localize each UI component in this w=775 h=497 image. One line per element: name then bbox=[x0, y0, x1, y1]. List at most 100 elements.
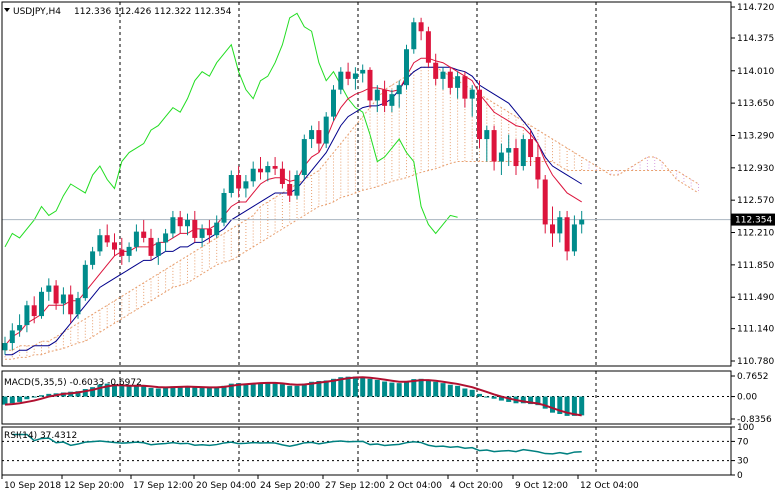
ichimoku-lines bbox=[2, 12, 731, 356]
candle-body bbox=[498, 152, 504, 162]
macd-bar bbox=[228, 383, 234, 397]
candle bbox=[258, 157, 263, 180]
candle-body bbox=[258, 168, 263, 173]
candle-body bbox=[148, 237, 154, 256]
candle-body bbox=[520, 139, 526, 167]
candle bbox=[404, 44, 409, 90]
candle-body bbox=[316, 130, 322, 144]
time-axis: 10 Sep 2018 12 Sep 20:00 17 Sep 12:00 20 Se… bbox=[1, 475, 639, 491]
candle bbox=[104, 224, 110, 247]
candle-body bbox=[163, 233, 169, 243]
candle bbox=[97, 228, 103, 256]
macd-bar bbox=[571, 396, 577, 416]
candle-body bbox=[39, 291, 44, 317]
macd-bar bbox=[550, 396, 555, 413]
candle-body bbox=[374, 89, 380, 101]
macd-bar bbox=[294, 385, 300, 397]
macd-bar bbox=[46, 393, 52, 397]
macd-bar bbox=[17, 396, 23, 402]
candle-body bbox=[345, 71, 351, 79]
candle bbox=[236, 166, 242, 198]
candle-body bbox=[455, 76, 461, 88]
span-a-line bbox=[5, 66, 699, 351]
candle-body bbox=[557, 217, 563, 234]
candle bbox=[155, 237, 161, 265]
candle-body bbox=[447, 71, 453, 88]
candle-body bbox=[389, 94, 395, 106]
span-b-line bbox=[5, 161, 699, 360]
candle bbox=[498, 143, 504, 176]
candle bbox=[382, 80, 388, 113]
candle-body bbox=[309, 130, 315, 140]
candle-body bbox=[192, 219, 198, 238]
candle-body bbox=[433, 62, 439, 79]
candle-body bbox=[119, 249, 125, 256]
candle bbox=[411, 17, 417, 54]
macd-bar bbox=[491, 396, 497, 399]
price-tick-label: 112.570 bbox=[737, 196, 774, 206]
macd-bar bbox=[126, 386, 132, 397]
candle bbox=[447, 67, 453, 95]
macd-bar bbox=[579, 396, 585, 416]
macd-bar bbox=[316, 380, 322, 397]
candle bbox=[287, 170, 293, 202]
time-tick-label: 10 Sep 2018 bbox=[4, 481, 61, 491]
candle bbox=[192, 210, 198, 243]
macd-bar bbox=[243, 383, 249, 397]
time-tick-label: 24 Sep 20:00 bbox=[260, 481, 320, 491]
macd-bar bbox=[447, 384, 453, 397]
candle-body bbox=[243, 181, 249, 189]
price-tick-label: 113.650 bbox=[737, 99, 774, 109]
tenkan-sen-line bbox=[4, 57, 582, 347]
macd-bar bbox=[542, 396, 548, 409]
symbol-label: USDJPY,H4 bbox=[13, 7, 61, 17]
candle bbox=[75, 291, 81, 319]
candle-body bbox=[214, 222, 220, 236]
candle-body bbox=[68, 294, 74, 315]
candle-body bbox=[221, 192, 227, 223]
candle bbox=[39, 287, 44, 319]
candle bbox=[462, 71, 468, 108]
macd-bar bbox=[90, 387, 96, 397]
candle-body bbox=[133, 231, 139, 247]
candle bbox=[418, 17, 424, 41]
macd-bar bbox=[112, 384, 117, 397]
candle bbox=[250, 161, 256, 187]
grid-layer bbox=[119, 2, 597, 475]
macd-bar bbox=[367, 378, 373, 397]
candle bbox=[294, 170, 300, 200]
candle-body bbox=[9, 330, 15, 344]
macd-bar bbox=[250, 383, 256, 397]
candle bbox=[389, 89, 395, 113]
candle bbox=[9, 323, 15, 351]
candle bbox=[316, 121, 322, 153]
rsi-tick-label: 30 bbox=[737, 457, 749, 467]
candle-body bbox=[279, 168, 285, 184]
macd-bar bbox=[119, 385, 125, 397]
candle bbox=[228, 170, 234, 198]
candle bbox=[396, 80, 402, 108]
candle bbox=[491, 125, 497, 171]
candle bbox=[542, 175, 548, 234]
macd-bar bbox=[185, 386, 190, 397]
macd-bar bbox=[214, 387, 220, 397]
candle bbox=[455, 71, 461, 99]
macd-bar bbox=[301, 383, 307, 397]
time-tick-label: 4 Oct 20:00 bbox=[450, 481, 503, 491]
candle bbox=[301, 134, 307, 180]
candle-body bbox=[367, 69, 373, 101]
candle bbox=[338, 67, 344, 95]
time-tick-label: 2 Oct 04:00 bbox=[389, 481, 442, 491]
candle-body bbox=[484, 130, 490, 140]
macd-bar bbox=[498, 396, 504, 401]
macd-bar bbox=[425, 379, 431, 397]
macd-bar bbox=[177, 386, 183, 397]
candle bbox=[535, 143, 541, 189]
macd-bar bbox=[440, 383, 446, 397]
macd-bar bbox=[535, 396, 541, 406]
candle-body bbox=[542, 179, 548, 225]
chikou-span-line bbox=[4, 12, 458, 248]
frame-layer bbox=[1, 1, 732, 476]
candle-body bbox=[579, 219, 585, 225]
